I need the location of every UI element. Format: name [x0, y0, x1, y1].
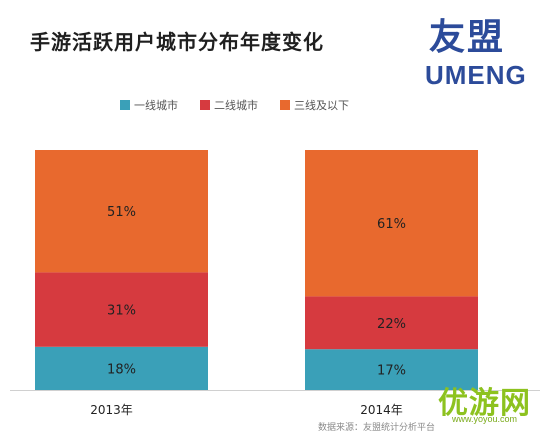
watermark-url: www.yoyou.com [452, 414, 518, 424]
legend-label-tier3: 三线及以下 [294, 99, 349, 112]
category-label-1: 2013年 [90, 403, 133, 417]
bar-segment-tier3-2 [305, 150, 478, 297]
yoyou-watermark: 优游网 www.yoyou.com [390, 372, 545, 432]
bar-segment-tier2-2 [305, 296, 478, 350]
chart-title: 手游活跃用户城市分布年度变化 [30, 30, 324, 54]
umeng-logo: 友盟 UMENG [425, 8, 543, 98]
data-source-note: 数据来源：友盟统计分析平台 [318, 423, 436, 433]
data-label-tier3-1: 51% [107, 205, 136, 220]
bar-segment-tier1-1 [35, 346, 208, 390]
bar-segment-tier2-1 [35, 272, 208, 347]
data-label-tier3-2: 61% [377, 217, 406, 232]
watermark-text: 优游网 [438, 386, 531, 421]
legend-swatch-tier2 [200, 100, 210, 110]
logo-cn-text: 友盟 [429, 17, 506, 58]
legend-item-tier1: 一线城市 [120, 97, 178, 113]
data-label-tier2-1: 31% [107, 304, 136, 319]
category-label-2: 2014年 [360, 403, 403, 417]
legend-label-tier2: 二线城市 [214, 99, 258, 112]
legend-item-tier2: 二线城市 [200, 97, 258, 113]
legend-label-tier1: 一线城市 [134, 99, 178, 112]
bar-segment-tier1-2 [305, 349, 478, 390]
data-label-tier1-1: 18% [107, 362, 136, 377]
legend-item-tier3: 三线及以下 [280, 97, 349, 113]
bar-segment-tier3-1 [35, 150, 208, 273]
logo-en-text: UMENG [425, 60, 527, 90]
legend-swatch-tier1 [120, 100, 130, 110]
legend-swatch-tier3 [280, 100, 290, 110]
data-label-tier2-2: 22% [377, 317, 406, 332]
data-label-tier1-2: 17% [377, 364, 406, 379]
chart-legend: 一线城市 二线城市 三线及以下 [120, 97, 349, 113]
